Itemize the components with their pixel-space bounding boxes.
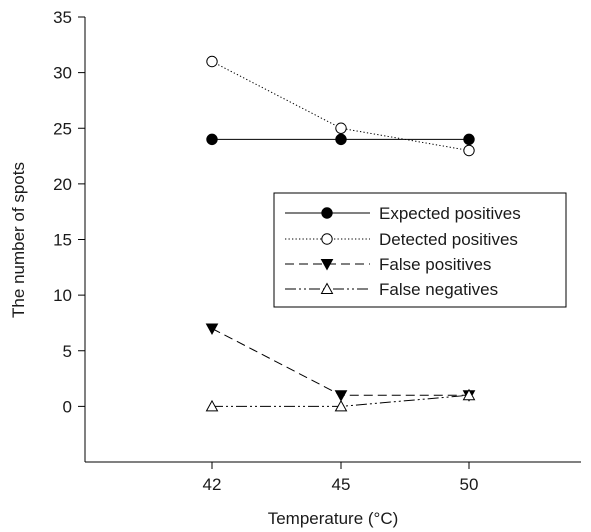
data-point bbox=[462, 388, 476, 401]
y-tick-label: 5 bbox=[63, 342, 72, 361]
x-ticks: 42 45 50 bbox=[203, 462, 479, 494]
y-tick-label: 10 bbox=[53, 286, 72, 305]
x-tick-label: 45 bbox=[332, 475, 351, 494]
y-axis-title: The number of spots bbox=[9, 162, 28, 318]
legend-items: Expected positives Detected positives Fals… bbox=[285, 204, 521, 299]
y-tick-label: 0 bbox=[63, 397, 72, 416]
legend-item: Detected positives bbox=[285, 230, 518, 249]
legend-label: False negatives bbox=[379, 280, 498, 299]
legend-marker bbox=[320, 282, 334, 294]
legend-marker bbox=[320, 259, 334, 271]
data-point bbox=[206, 55, 218, 68]
data-point bbox=[205, 399, 219, 412]
series-1 bbox=[206, 133, 475, 146]
legend-item: False positives bbox=[285, 255, 491, 274]
data-point bbox=[334, 399, 348, 412]
legend-label: Detected positives bbox=[379, 230, 518, 249]
y-tick-label: 25 bbox=[53, 119, 72, 138]
series-line bbox=[211, 61, 470, 151]
legend: Expected positives Detected positives Fals… bbox=[273, 192, 567, 308]
data-point bbox=[206, 133, 218, 146]
legend-label: Expected positives bbox=[379, 204, 521, 223]
legend-marker bbox=[321, 233, 333, 245]
y-tick-label: 20 bbox=[53, 175, 72, 194]
series-4 bbox=[205, 388, 476, 412]
data-point bbox=[335, 133, 347, 146]
data-point bbox=[335, 122, 347, 134]
data-point bbox=[463, 133, 475, 146]
legend-item: Expected positives bbox=[285, 204, 521, 223]
x-axis-title: Temperature (°C) bbox=[268, 509, 399, 528]
series-2 bbox=[206, 55, 475, 157]
x-tick-label: 42 bbox=[203, 475, 222, 494]
series-line bbox=[211, 328, 469, 396]
data-point bbox=[334, 390, 348, 402]
data-point bbox=[463, 144, 475, 157]
series-layer bbox=[205, 55, 476, 412]
y-tick-label: 30 bbox=[53, 64, 72, 83]
y-tick-label: 35 bbox=[53, 8, 72, 27]
y-ticks: 0 5 10 15 20 25 30 35 bbox=[53, 8, 85, 416]
legend-marker bbox=[321, 207, 333, 219]
x-tick-label: 50 bbox=[460, 475, 479, 494]
y-tick-label: 15 bbox=[53, 231, 72, 250]
data-point bbox=[205, 323, 219, 336]
legend-item: False negatives bbox=[285, 280, 498, 299]
series-3 bbox=[205, 323, 476, 402]
legend-label: False positives bbox=[379, 255, 491, 274]
